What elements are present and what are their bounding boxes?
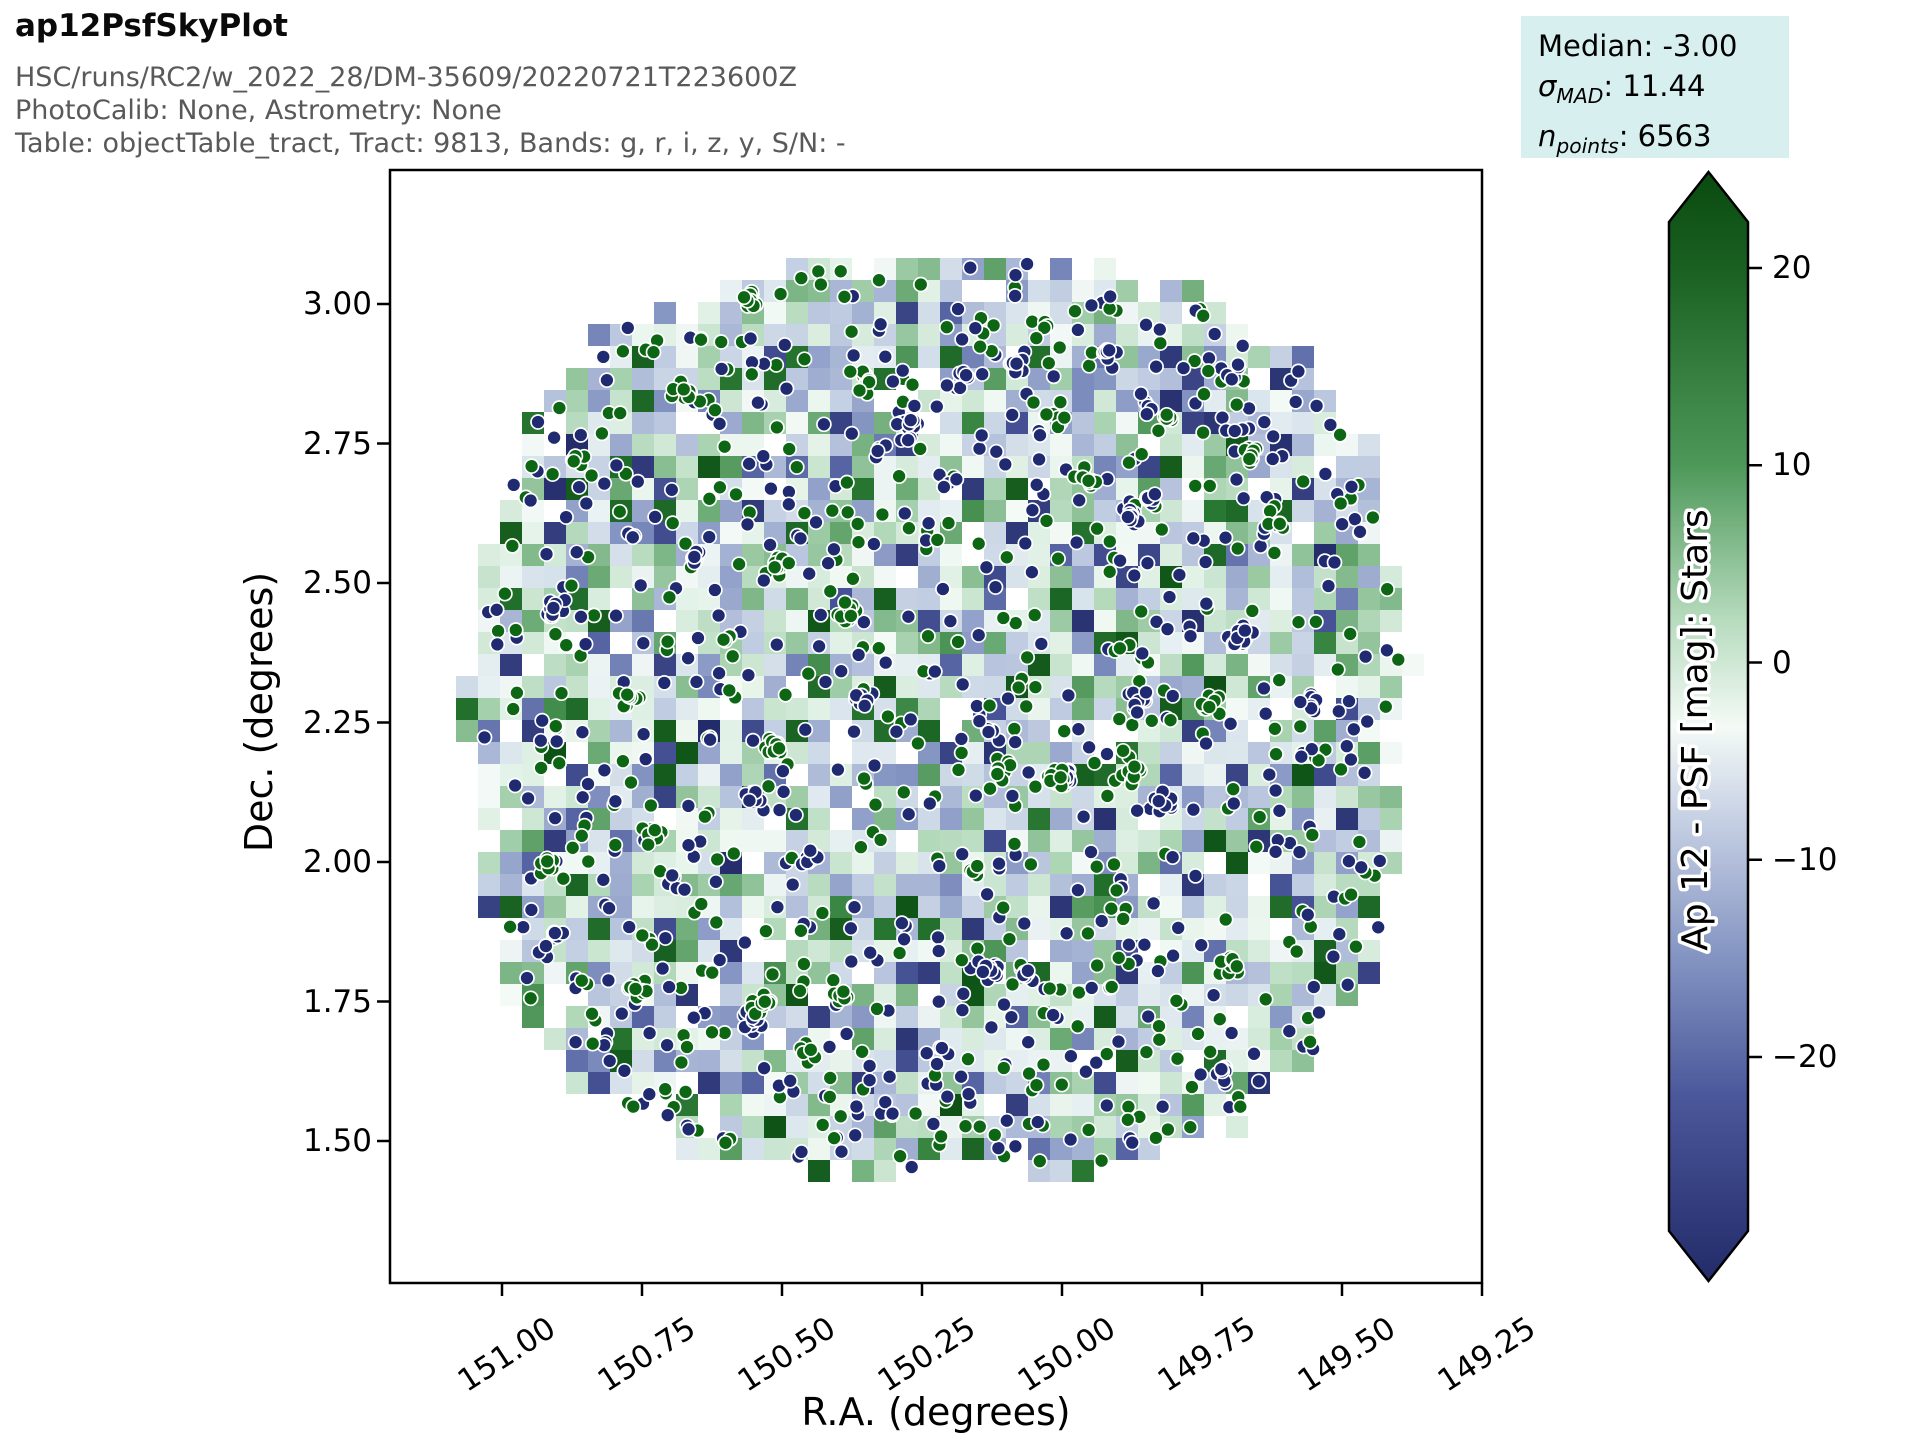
colorbar-tick-label: −20 xyxy=(1772,1039,1838,1075)
colorbar-tick-label: 0 xyxy=(1772,644,1792,681)
x-axis-ticks xyxy=(500,1283,1484,1296)
y-tick-label: 3.00 xyxy=(302,286,372,322)
stats-box: Median: -3.00 σMAD: 11.44 npoints: 6563 xyxy=(1521,16,1789,158)
y-tick-label: 2.00 xyxy=(302,844,372,880)
colorbar xyxy=(1667,169,1750,1284)
colorbar-ticks xyxy=(1748,266,1762,1059)
figure-subtitle-table: Table: objectTable_tract, Tract: 9813, B… xyxy=(15,128,846,159)
x-axis-label: R.A. (degrees) xyxy=(801,1390,1071,1434)
colorbar-tick-label: −10 xyxy=(1772,841,1838,878)
colorbar-label: Ap 12 - PSF [mag]: Stars xyxy=(1675,509,1716,951)
plot-frame xyxy=(388,168,1484,1285)
y-tick-label: 2.50 xyxy=(302,565,372,601)
stat-median: Median: -3.00 xyxy=(1538,29,1738,63)
scatter-points xyxy=(476,256,1407,1175)
colorbar-tick-label: 10 xyxy=(1772,447,1812,484)
stat-sigma-mad: σMAD: 11.44 xyxy=(1538,69,1706,108)
y-tick-label: 1.75 xyxy=(302,983,372,1020)
y-tick-label: 1.50 xyxy=(302,1123,372,1159)
y-tick-label: 2.75 xyxy=(302,425,372,462)
figure-subtitle-run: HSC/runs/RC2/w_2022_28/DM-35609/20220721… xyxy=(15,62,797,93)
y-axis-ticks xyxy=(377,302,390,1143)
figure-subtitle-calib: PhotoCalib: None, Astrometry: None xyxy=(15,95,502,126)
y-axis-label: Dec. (degrees) xyxy=(237,571,281,853)
stat-n-points: npoints: 6563 xyxy=(1538,118,1712,158)
page-title: ap12PsfSkyPlot xyxy=(15,8,288,44)
colorbar-tick-label: 20 xyxy=(1772,250,1812,286)
y-tick-label: 2.25 xyxy=(302,704,372,741)
